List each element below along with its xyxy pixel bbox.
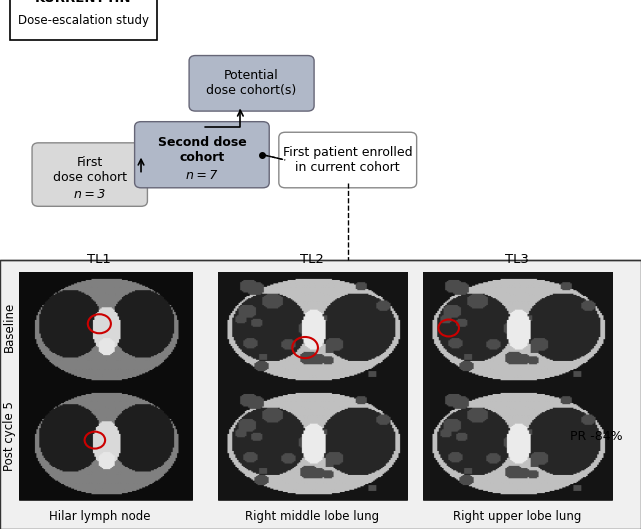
Text: n = 7: n = 7 [187, 169, 217, 183]
Text: Right upper lobe lung: Right upper lobe lung [453, 509, 581, 523]
Bar [423, 386, 612, 500]
FancyBboxPatch shape [32, 143, 147, 206]
Text: Hilar lymph node: Hilar lymph node [49, 509, 150, 523]
Text: TL3: TL3 [505, 252, 529, 266]
Bar [423, 272, 612, 386]
Text: First
dose cohort: First dose cohort [53, 157, 127, 184]
FancyBboxPatch shape [135, 122, 269, 188]
Bar [218, 386, 407, 500]
Text: n = 3: n = 3 [74, 188, 105, 201]
Bar [19, 272, 192, 386]
Bar [19, 386, 192, 500]
Text: Dose-escalation study: Dose-escalation study [18, 14, 149, 26]
Text: First patient enrolled
in current cohort: First patient enrolled in current cohort [283, 146, 413, 174]
FancyBboxPatch shape [10, 0, 157, 40]
Text: PR -84%: PR -84% [570, 430, 622, 443]
Text: Post cycle 5: Post cycle 5 [3, 402, 16, 471]
FancyBboxPatch shape [189, 56, 314, 111]
Bar [0, 260, 641, 529]
FancyBboxPatch shape [279, 132, 417, 188]
Text: Potential
dose cohort(s): Potential dose cohort(s) [206, 69, 297, 97]
Text: Baseline: Baseline [3, 302, 16, 352]
Text: Right middle lobe lung: Right middle lobe lung [245, 509, 379, 523]
Text: KURRENT-HN: KURRENT-HN [35, 0, 131, 5]
Text: Second dose
cohort: Second dose cohort [158, 136, 246, 165]
Text: TL1: TL1 [87, 252, 112, 266]
Bar [218, 272, 407, 386]
Text: TL2: TL2 [300, 252, 324, 266]
